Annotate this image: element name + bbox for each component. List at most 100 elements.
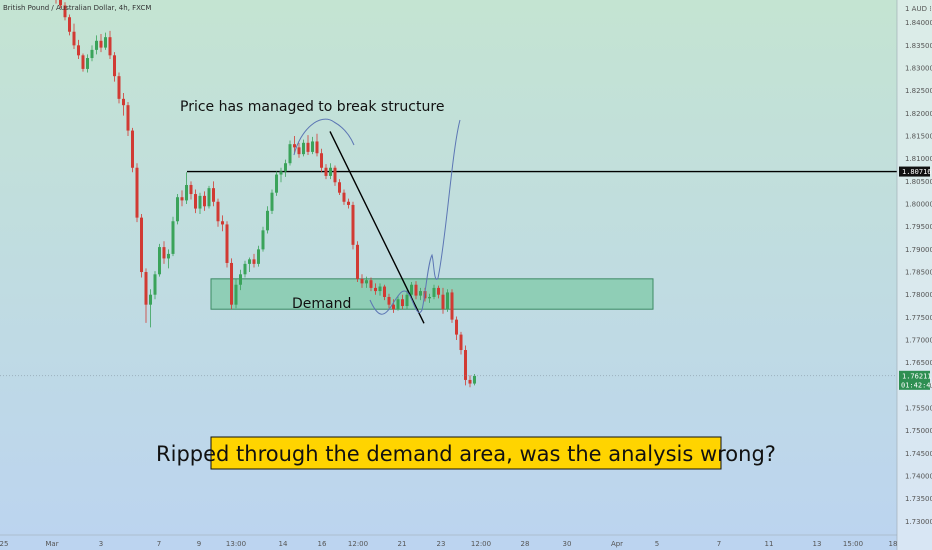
candle-body — [279, 171, 283, 175]
candle — [153, 271, 157, 300]
candle-body — [59, 0, 62, 6]
candle — [293, 136, 296, 154]
candle-body — [248, 259, 251, 264]
candle — [140, 214, 143, 278]
current-price-text: 1.76211 — [902, 372, 932, 380]
candle-body — [446, 292, 449, 310]
candle — [302, 139, 305, 157]
candle-body — [140, 217, 143, 273]
x-tick-label: Mar — [45, 540, 58, 548]
candle-body — [230, 262, 233, 305]
candle — [446, 289, 449, 312]
x-tick-label: 23 — [437, 540, 446, 548]
trend-line[interactable] — [329, 131, 425, 324]
candle-body — [113, 55, 116, 77]
candle — [104, 32, 107, 50]
candle-body — [356, 244, 359, 279]
candle — [117, 72, 121, 104]
y-tick-label: 1.77500 — [905, 314, 932, 322]
candle-body — [419, 291, 422, 296]
candle — [189, 181, 193, 200]
candle — [315, 133, 319, 157]
y-tick-label: 1.83500 — [905, 42, 932, 50]
y-tick-label: 1.80500 — [905, 178, 932, 186]
candle-body — [203, 195, 206, 207]
candle-body — [410, 284, 413, 295]
x-tick-label: 5 — [655, 540, 659, 548]
candle-body — [365, 280, 368, 284]
candle-body — [194, 194, 197, 209]
candle-body — [437, 287, 440, 295]
candle — [428, 293, 431, 303]
candle-body — [257, 249, 260, 264]
y-tick-label: 1.84000 — [905, 19, 932, 27]
demand-label: Demand — [292, 296, 351, 312]
candle — [468, 375, 472, 388]
demand-zone[interactable] — [210, 278, 654, 310]
candle — [284, 159, 287, 177]
y-tick-label: 1.75500 — [905, 405, 932, 413]
candle-body — [261, 230, 265, 250]
candle-body — [252, 259, 256, 264]
candle — [81, 53, 85, 72]
candle-body — [333, 167, 337, 183]
y-tick-label: 1.82500 — [905, 87, 932, 95]
hline-price-tag — [899, 166, 930, 177]
candle — [311, 136, 314, 155]
y-tick-label: 1.76500 — [905, 359, 932, 367]
candle — [212, 181, 215, 207]
candle-body — [387, 296, 391, 305]
y-tick-label: 1.78000 — [905, 291, 932, 299]
candle — [333, 165, 337, 186]
candle — [396, 295, 400, 311]
candle — [360, 274, 364, 288]
candle — [383, 284, 386, 301]
y-tick-label: 1.73500 — [905, 495, 932, 503]
x-tick-label: 3 — [99, 540, 103, 548]
candle-body — [378, 286, 382, 292]
candle-body — [63, 5, 67, 18]
candle-body — [401, 299, 404, 307]
candle — [275, 171, 278, 196]
candle-body — [90, 49, 94, 59]
current-price-tag — [899, 370, 930, 390]
x-tick-label: 11 — [765, 540, 774, 548]
x-tick-label: 12:00 — [348, 540, 368, 548]
candle — [279, 167, 283, 183]
y-tick-label: 1.75000 — [905, 427, 932, 435]
candle — [86, 54, 89, 73]
candle-body — [284, 163, 287, 172]
candle-body — [302, 142, 305, 155]
candle-body — [320, 153, 323, 168]
projected-path[interactable] — [369, 119, 461, 315]
candle-body — [95, 40, 98, 50]
candle — [419, 287, 422, 301]
candle-body — [117, 76, 121, 99]
candle-body — [374, 287, 377, 292]
candle — [77, 39, 80, 59]
candle-body — [77, 45, 80, 56]
candle — [365, 276, 368, 288]
candle — [99, 34, 103, 53]
candle-body — [153, 274, 157, 295]
candle — [176, 194, 179, 225]
candle — [387, 293, 391, 309]
candle-body — [459, 334, 463, 351]
candle-body — [315, 141, 319, 154]
candle — [261, 226, 265, 252]
arc-drawing[interactable] — [293, 118, 355, 156]
candle-body — [239, 274, 242, 285]
candle — [243, 260, 247, 278]
x-tick-label: 18 — [889, 540, 898, 548]
candle — [171, 216, 175, 257]
candle — [414, 281, 418, 300]
candle-body — [131, 130, 134, 168]
candle — [432, 284, 436, 300]
candle-body — [383, 286, 386, 297]
candle-body — [450, 292, 454, 320]
candle-body — [351, 204, 355, 245]
x-tick-label: 13:00 — [226, 540, 246, 548]
y-tick-label: 1.77000 — [905, 337, 932, 345]
